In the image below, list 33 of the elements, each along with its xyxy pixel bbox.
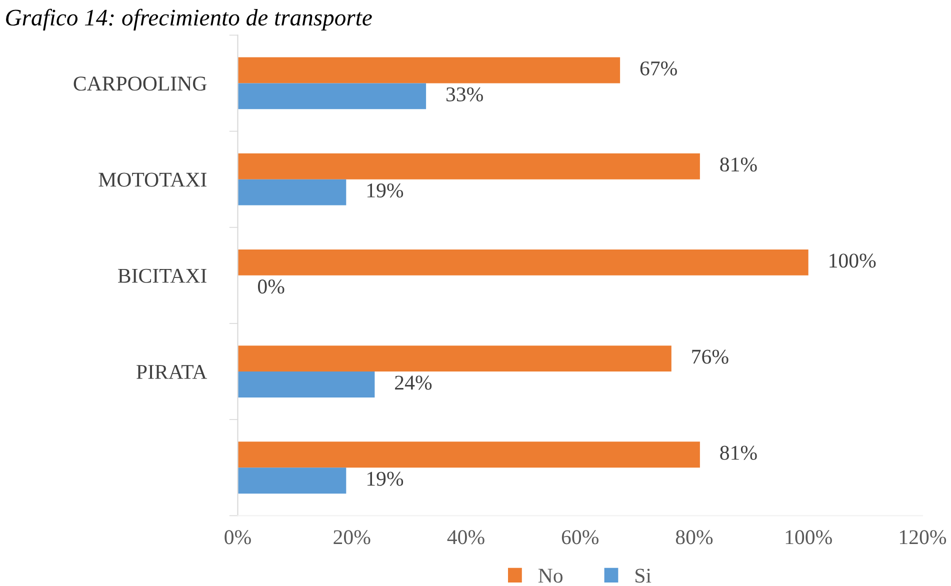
y-tick-label: CARPOOLING [74,76,207,91]
data-label: 81% [720,446,757,460]
x-tick-label: 40% [447,530,484,544]
x-tick-label: 0% [224,530,251,544]
bar [238,153,700,180]
y-tick-label: PIRATA [136,365,208,379]
legend-label: No [538,568,563,583]
legend-label: Si [636,568,652,583]
bar [238,468,346,494]
bar [238,179,346,206]
x-tick-label: 60% [562,530,598,544]
data-label: 24% [395,376,432,390]
x-tick-label: 120% [900,530,946,544]
data-label: 19% [367,183,404,198]
data-label: 67% [640,61,677,76]
data-label: 0% [258,280,284,294]
bar [238,83,426,110]
bar [238,372,375,398]
chart-title: Grafico 14: ofrecimiento de transporte [6,8,372,30]
y-tick-label: BICITAXI [118,268,206,283]
x-tick-label: 20% [334,530,370,544]
data-label: 33% [446,87,483,102]
data-label: 100% [830,254,876,268]
data-label: 76% [692,350,728,364]
bar [238,249,808,276]
y-tick-label: MOTOTAXI [98,172,206,187]
data-label: 81% [720,158,757,172]
bar [238,346,672,372]
bar [238,57,620,84]
bar [238,442,700,468]
x-tick-label: 80% [676,530,713,544]
data-label: 19% [367,472,404,486]
x-tick-label: 100% [786,530,832,544]
